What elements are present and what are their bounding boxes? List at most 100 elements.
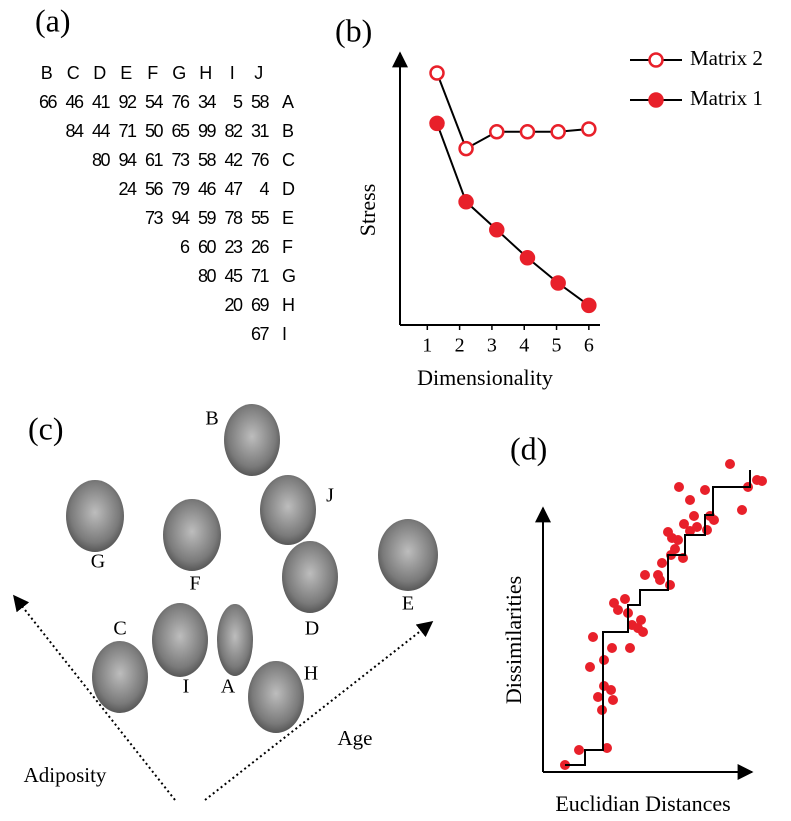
cell: 66: [39, 92, 58, 112]
cell: 94: [171, 208, 190, 228]
cell: 46: [65, 92, 84, 112]
point: [585, 662, 595, 672]
cell: 54: [145, 92, 164, 112]
cell: 24: [118, 179, 137, 199]
point: [679, 519, 689, 529]
cell: 56: [145, 179, 164, 199]
marker: [458, 194, 474, 210]
row-label: B: [282, 121, 294, 141]
column-label: I: [230, 63, 234, 83]
row-label: G: [282, 266, 295, 286]
step-fit: [565, 470, 751, 766]
x-axis-label: Euclidian Distances: [555, 791, 730, 816]
marker: [519, 124, 536, 140]
cell: 44: [92, 121, 111, 141]
point: [625, 643, 635, 653]
marker: [458, 140, 474, 157]
point: [609, 598, 619, 608]
x-tick-label: 2: [455, 335, 465, 357]
cell: 60: [198, 237, 217, 257]
marker: [581, 121, 597, 137]
x-tick-label: 1: [422, 335, 432, 357]
column-label: J: [254, 63, 262, 83]
point: [607, 643, 617, 653]
column-label: E: [120, 63, 132, 83]
marker: [489, 222, 505, 238]
cell: 71: [251, 266, 270, 286]
row-label: A: [282, 92, 294, 112]
cell: 94: [118, 150, 137, 170]
cell: 65: [171, 121, 190, 141]
cell: 80: [198, 266, 217, 286]
point: [606, 685, 616, 695]
cell: 71: [118, 121, 137, 141]
cell: 23: [224, 237, 243, 257]
cell: 58: [198, 150, 217, 170]
cell: 79: [171, 179, 190, 199]
face: [224, 404, 280, 476]
cell: 26: [251, 237, 270, 257]
face: [217, 604, 253, 676]
point: [593, 692, 603, 702]
point: [655, 575, 665, 585]
point: [640, 570, 650, 580]
column-label: D: [93, 63, 106, 83]
y-axis-label: Stress: [355, 184, 380, 237]
point: [737, 505, 747, 515]
cell: 46: [198, 179, 217, 199]
cell: 80: [92, 150, 111, 170]
cell: 76: [251, 150, 270, 170]
cell: 50: [145, 121, 164, 141]
point: [574, 745, 584, 755]
cell: 34: [198, 92, 217, 112]
legend-marker: [648, 92, 664, 108]
cell: 78: [224, 208, 243, 228]
legend-label: Matrix 2: [690, 46, 763, 70]
column-label: G: [172, 63, 185, 83]
column-label: C: [67, 63, 80, 83]
row-label: C: [282, 150, 295, 170]
point: [685, 495, 695, 505]
column-label: H: [199, 63, 211, 83]
marker: [581, 297, 597, 314]
face: [152, 603, 208, 677]
cell: 5: [233, 92, 243, 112]
legend-marker: [648, 52, 664, 68]
face-label: G: [91, 551, 105, 573]
point: [602, 743, 612, 753]
panel-label: (a): [35, 2, 71, 38]
row-label: F: [282, 237, 293, 257]
cell: 99: [198, 121, 217, 141]
point: [588, 632, 598, 642]
point: [700, 485, 710, 495]
cell: 20: [224, 295, 243, 315]
marker: [550, 124, 566, 140]
point: [638, 627, 648, 637]
face: [92, 641, 148, 713]
face-label: J: [326, 485, 334, 507]
cell: 42: [224, 150, 243, 170]
row-label: D: [282, 179, 295, 199]
face-label: F: [189, 573, 200, 595]
legend-label: Matrix 1: [690, 86, 763, 110]
point: [674, 482, 684, 492]
point: [689, 511, 699, 521]
row-label: I: [282, 324, 286, 344]
column-label: B: [41, 63, 53, 83]
marker: [519, 250, 536, 266]
point: [692, 522, 702, 532]
x-tick-label: 3: [487, 335, 497, 357]
y-axis-label: Dissimilarities: [501, 576, 526, 704]
chart-b: 1 2 3 4 5 6 Dimensionality Stress Matrix 2 Matrix…: [355, 46, 763, 390]
cell: 92: [118, 92, 137, 112]
cell: 76: [171, 92, 190, 112]
cell: 82: [224, 121, 243, 141]
point: [709, 515, 719, 525]
face-label: I: [183, 676, 190, 698]
x-tick-label: 5: [552, 335, 562, 357]
axis-arrow: [13, 594, 176, 801]
face-label: A: [221, 676, 236, 698]
face-label: D: [305, 618, 319, 640]
axis-arrow: [204, 621, 434, 801]
